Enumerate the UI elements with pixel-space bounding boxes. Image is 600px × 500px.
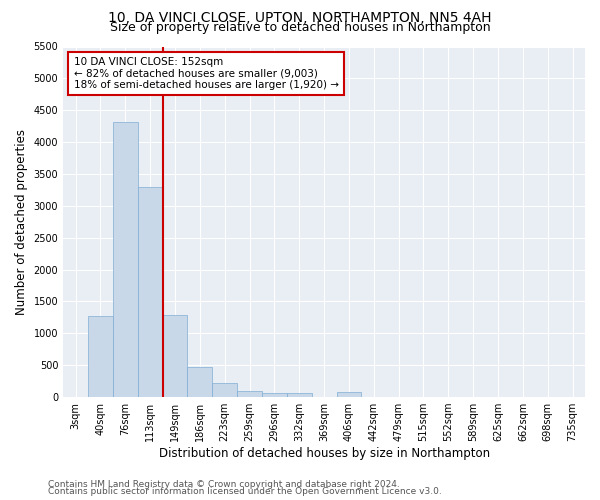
Y-axis label: Number of detached properties: Number of detached properties <box>15 129 28 315</box>
Bar <box>187 367 212 397</box>
Bar <box>88 316 113 397</box>
Bar <box>337 392 361 397</box>
Text: Contains public sector information licensed under the Open Government Licence v3: Contains public sector information licen… <box>48 487 442 496</box>
Bar <box>113 122 138 397</box>
Text: Size of property relative to detached houses in Northampton: Size of property relative to detached ho… <box>110 21 490 34</box>
Text: Contains HM Land Registry data © Crown copyright and database right 2024.: Contains HM Land Registry data © Crown c… <box>48 480 400 489</box>
Text: 10, DA VINCI CLOSE, UPTON, NORTHAMPTON, NN5 4AH: 10, DA VINCI CLOSE, UPTON, NORTHAMPTON, … <box>108 11 492 25</box>
Bar <box>212 383 237 397</box>
X-axis label: Distribution of detached houses by size in Northampton: Distribution of detached houses by size … <box>158 447 490 460</box>
Bar <box>287 394 311 397</box>
Bar <box>237 390 262 397</box>
Text: 10 DA VINCI CLOSE: 152sqm
← 82% of detached houses are smaller (9,003)
18% of se: 10 DA VINCI CLOSE: 152sqm ← 82% of detac… <box>74 57 338 90</box>
Bar <box>138 188 163 397</box>
Bar <box>262 393 287 397</box>
Bar <box>163 315 187 397</box>
